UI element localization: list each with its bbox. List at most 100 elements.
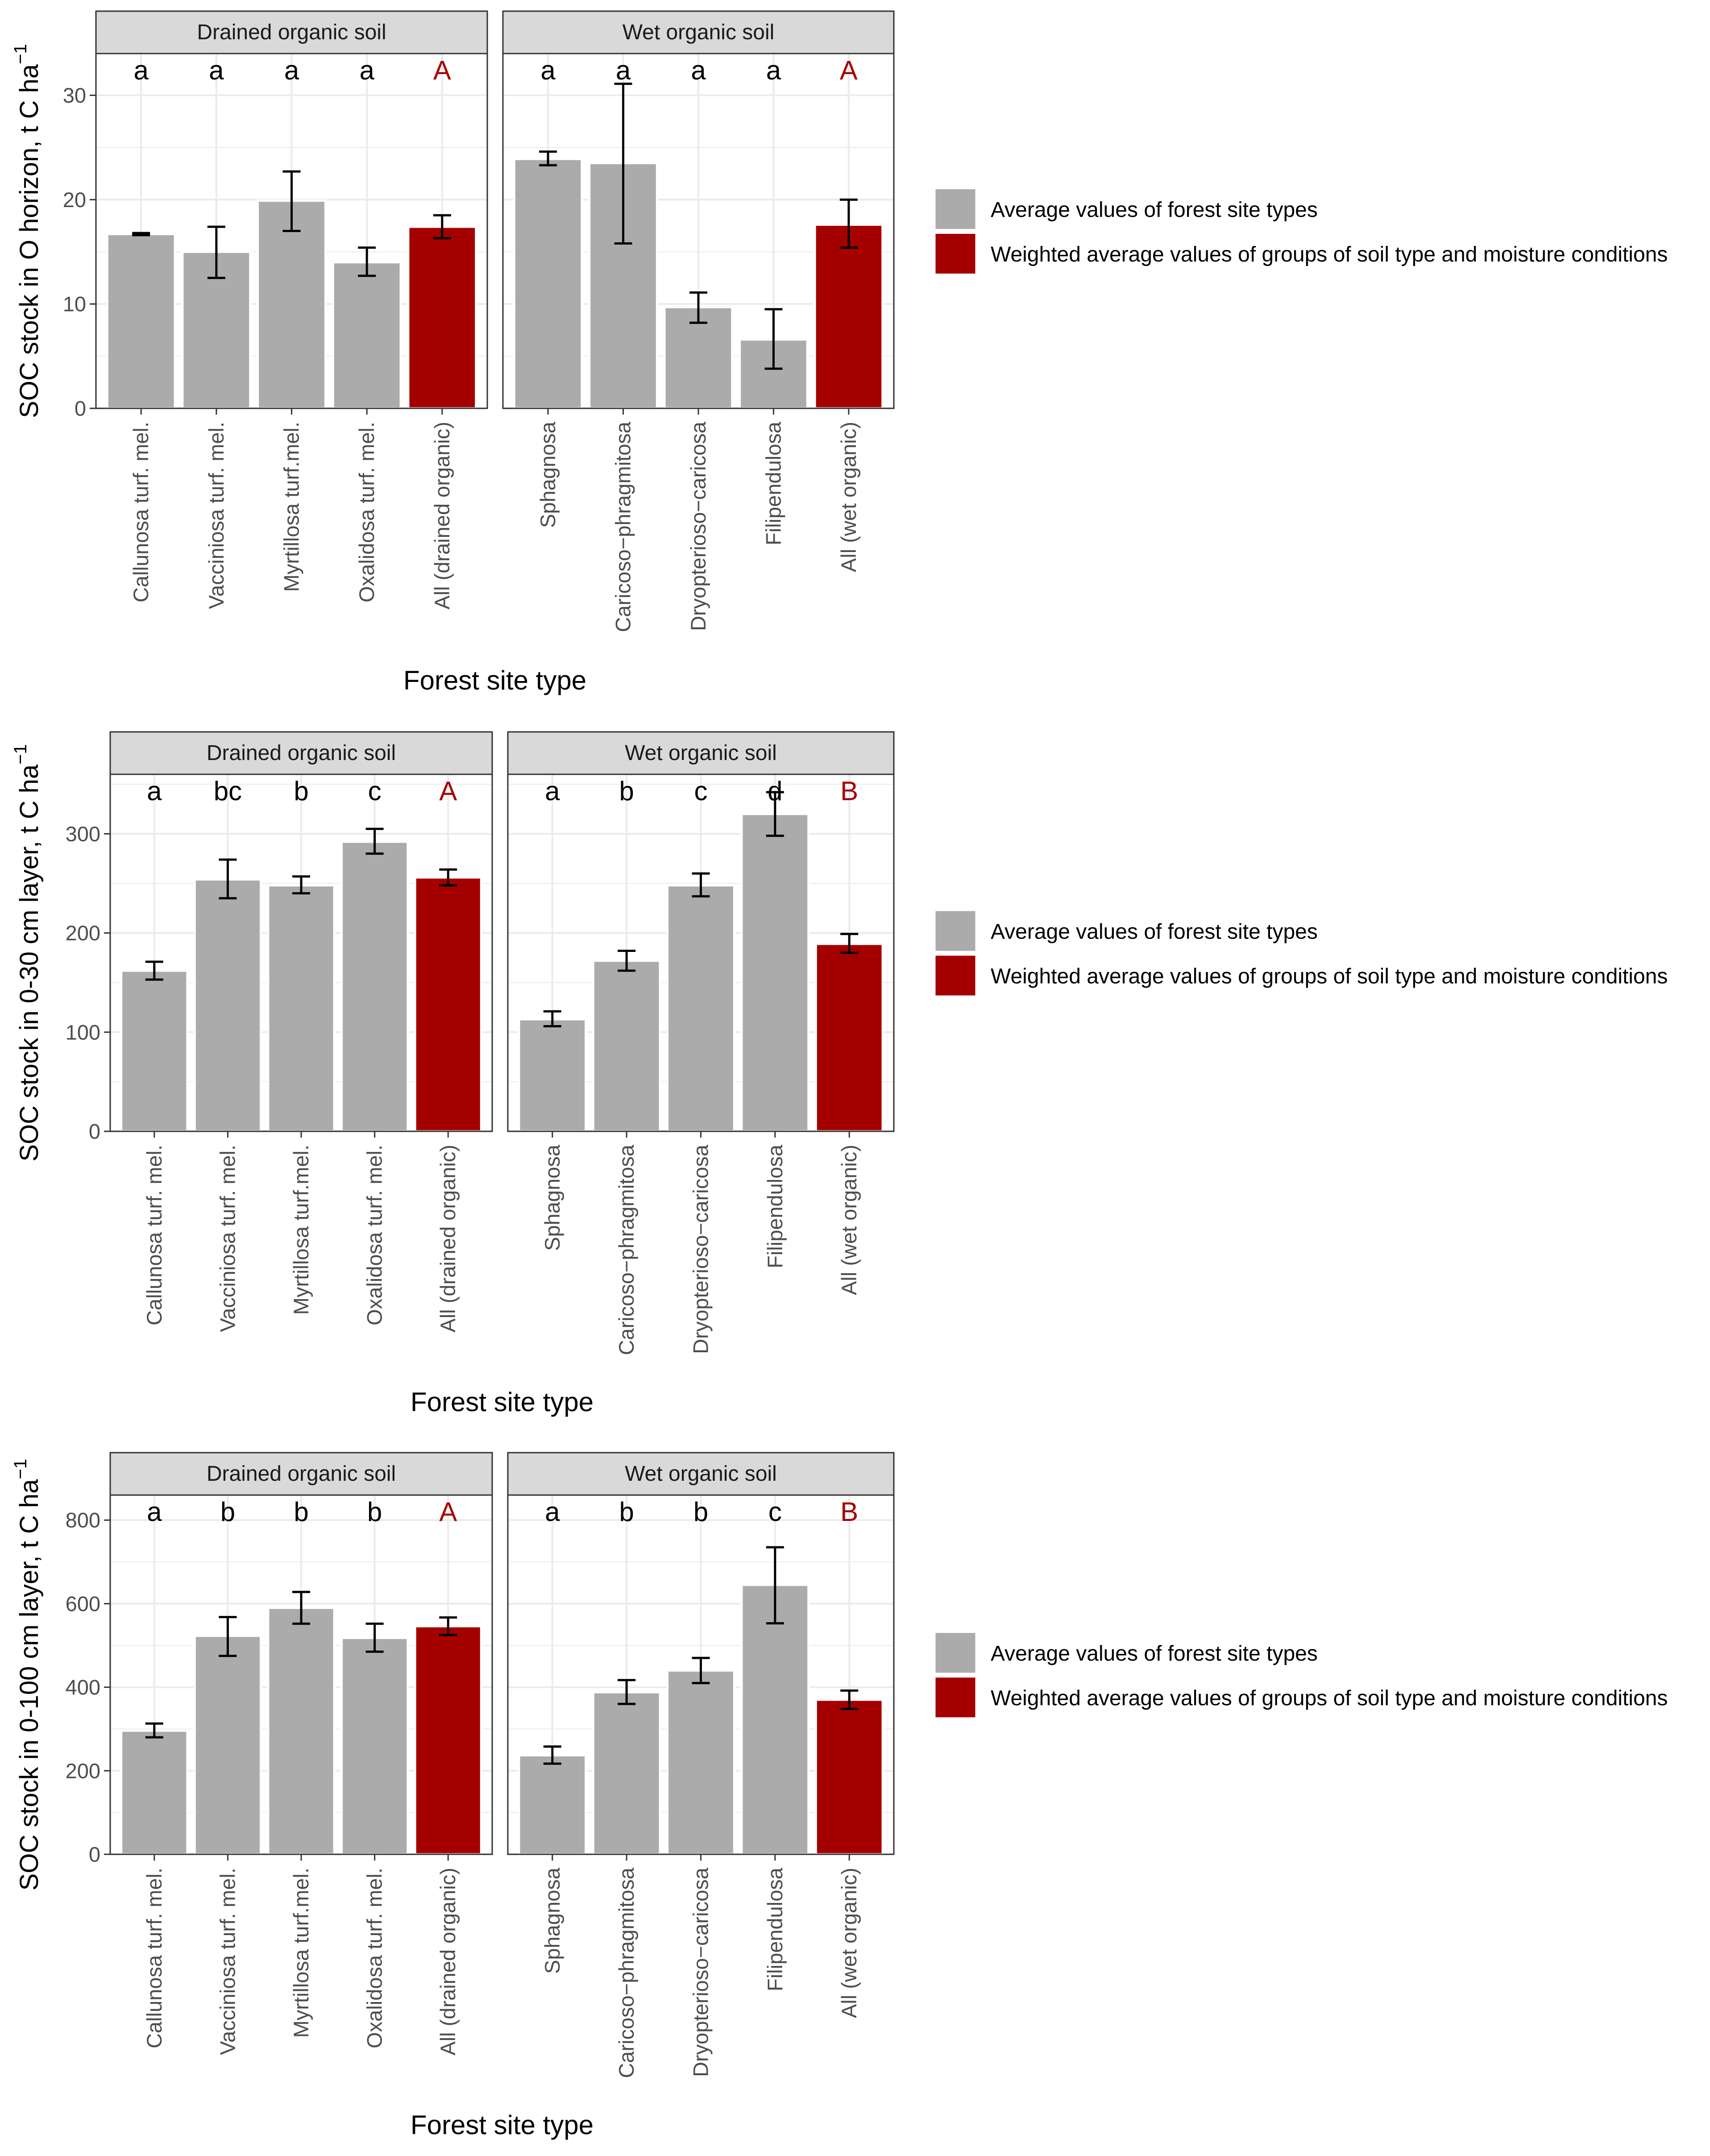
facet-strip (109, 1452, 493, 1496)
x-tick-label: Myrtillosa turf.mel. (289, 1145, 313, 1315)
y-axis-title: SOC stock in 0-100 cm layer, t C ha−1 (11, 1459, 44, 1891)
site-type-bar (267, 884, 336, 1133)
x-tick-label: All (wet organic) (837, 1145, 861, 1295)
y-tick-label: 30 (63, 83, 86, 107)
facet-strip-label: Drained organic soil (197, 21, 386, 44)
x-tick-label: Caricoso−phragmitosa (614, 1144, 638, 1355)
x-tick-label: Dryopterioso−caricosa (686, 421, 710, 631)
site-type-bar (193, 1634, 262, 1856)
x-tick-label: Vacciniosa turf. mel. (216, 1145, 239, 1332)
significance-letter: A (840, 55, 858, 85)
y-tick-label: 600 (66, 1592, 100, 1616)
facet-strip-label: Wet organic soil (625, 741, 777, 765)
y-tick-label: 10 (63, 292, 86, 316)
significance-letter: A (433, 55, 451, 85)
facet-strip-label: Wet organic soil (623, 21, 775, 44)
significance-letter: c (694, 776, 708, 806)
site-type-bar (518, 1754, 587, 1856)
x-axis-title: Forest site type (403, 665, 586, 695)
x-tick-label: Filipendulosa (763, 1144, 787, 1268)
site-type-bar (740, 1583, 810, 1856)
site-type-bar (518, 1018, 587, 1133)
panel-border (109, 1494, 493, 1855)
significance-letter: a (147, 776, 162, 806)
significance-letter: b (367, 1497, 382, 1527)
group-bar (414, 876, 482, 1133)
x-tick-label: Sphagnosa (540, 1144, 564, 1251)
significance-letter: a (545, 1497, 560, 1527)
x-tick-label: All (drained organic) (436, 1868, 460, 2056)
facet-strip-label: Wet organic soil (625, 1462, 777, 1486)
site-type-bar (740, 813, 810, 1133)
significance-letter: a (359, 55, 374, 85)
significance-letter: A (439, 776, 457, 806)
significance-letter: a (616, 55, 631, 85)
x-tick-label: Sphagnosa (540, 1867, 564, 1974)
y-tick-label: 300 (66, 822, 100, 846)
site-type-bar (267, 1607, 336, 1856)
y-tick-label: 200 (66, 921, 100, 945)
site-type-bar (592, 960, 661, 1133)
significance-letter: a (691, 55, 706, 85)
x-tick-label: Vacciniosa turf. mel. (204, 422, 228, 609)
significance-letter: a (766, 55, 781, 85)
significance-letter: b (294, 776, 308, 806)
site-type-bar (340, 1637, 409, 1856)
x-tick-label: All (drained organic) (430, 422, 454, 610)
x-tick-label: Caricoso−phragmitosa (611, 421, 635, 632)
legend-key (934, 910, 977, 952)
panel-border (507, 773, 895, 1132)
significance-letter: b (294, 1497, 308, 1527)
x-tick-label: All (wet organic) (837, 1868, 861, 2018)
significance-letter: d (768, 776, 782, 806)
significance-letter: b (619, 1497, 634, 1527)
y-axis-title-text: SOC stock in 0-100 cm layer, t C ha (15, 1479, 44, 1891)
x-tick-label: All (drained organic) (436, 1145, 460, 1333)
x-tick-label: Caricoso−phragmitosa (614, 1867, 638, 2078)
x-tick-label: Filipendulosa (761, 421, 785, 545)
group-bar (414, 1625, 482, 1856)
x-tick-label: Myrtillosa turf.mel. (280, 422, 303, 592)
site-type-bar (592, 1691, 661, 1856)
legend-label: Average values of forest site types (991, 1642, 1318, 1666)
y-axis-title: SOC stock in O horizon, t C ha−1 (11, 44, 44, 418)
y-tick-label: 0 (89, 1843, 100, 1866)
site-type-bar (120, 1729, 189, 1856)
panel-border (507, 1494, 895, 1855)
significance-letter: a (209, 55, 224, 85)
y-tick-label: 200 (66, 1759, 100, 1782)
significance-letter: a (540, 55, 556, 85)
significance-letter: a (545, 776, 560, 806)
y-tick-label: 400 (66, 1675, 100, 1699)
significance-letter: B (840, 776, 858, 806)
significance-letter: b (693, 1497, 708, 1527)
y-tick-label: 800 (66, 1508, 100, 1532)
group-bar (814, 943, 884, 1133)
y-tick-label: 100 (66, 1020, 100, 1044)
legend-key (934, 1676, 977, 1719)
y-axis-title-text: SOC stock in 0-30 cm layer, t C ha (15, 764, 44, 1161)
significance-letter: c (368, 776, 382, 806)
group-bar (813, 223, 884, 410)
panel-border (109, 773, 493, 1132)
panel-border (95, 53, 488, 409)
significance-letter: b (619, 776, 634, 806)
x-tick-label: Callunosa turf. mel. (129, 422, 153, 602)
y-axis-title-superscript: −1 (11, 1459, 30, 1479)
y-tick-label: 0 (75, 397, 86, 420)
y-axis-title-superscript: −1 (11, 744, 30, 764)
y-axis-title-text: SOC stock in O horizon, t C ha (15, 64, 44, 418)
significance-letter: a (134, 55, 149, 85)
site-type-bar (340, 840, 409, 1133)
site-type-bar (120, 969, 189, 1133)
significance-letter: b (220, 1497, 235, 1527)
x-tick-label: Vacciniosa turf. mel. (216, 1868, 239, 2055)
group-bar (814, 1699, 884, 1856)
group-bar (407, 225, 477, 410)
significance-letter: B (840, 1497, 858, 1527)
legend-label: Average values of forest site types (991, 920, 1318, 944)
facet-strip (502, 10, 895, 54)
facet-strip (109, 731, 493, 775)
legend-label: Weighted average values of groups of soi… (991, 965, 1668, 989)
